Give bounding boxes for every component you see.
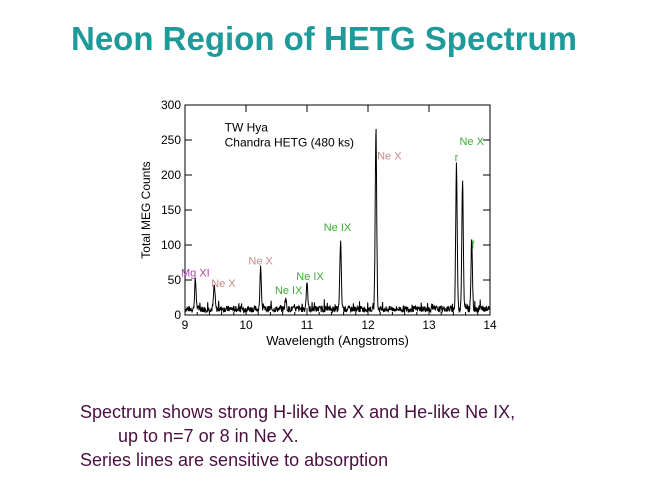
annotation-label-4: Ne IX	[275, 285, 303, 297]
annotation-label-1: Ne X	[211, 278, 236, 290]
spectrum-line	[184, 128, 491, 314]
y-tick-label: 150	[161, 203, 181, 217]
y-tick-label: 200	[161, 168, 181, 182]
chart-axes: 9 10 11 12 13 14 0 50 100 150 200 250 300	[161, 98, 497, 332]
x-tick-label: 11	[301, 318, 314, 332]
caption-line-3: Series lines are sensitive to absorption	[80, 450, 389, 470]
annotation-label-0: Mg XI	[181, 268, 210, 280]
x-tick-label: 13	[422, 318, 436, 332]
caption-line-2: up to n=7 or 8 in Ne X.	[118, 426, 299, 446]
inset-text: Chandra HETG (480 ks)	[225, 136, 354, 150]
annotation-label-9: f	[471, 240, 475, 252]
y-tick-label: 250	[161, 133, 181, 147]
inset-text: TW Hya	[225, 121, 269, 135]
slide-caption: Spectrum shows strong H-like Ne X and He…	[80, 400, 640, 472]
y-axis-label: Total MEG Counts	[139, 161, 153, 258]
x-tick-label: 10	[239, 318, 253, 332]
annotation-label-3: Ne IX	[296, 271, 324, 283]
x-tick-label: 9	[182, 318, 189, 332]
x-tick-label: 12	[361, 318, 375, 332]
annotation-label-2: Ne X	[248, 256, 273, 268]
annotation-label-5: Ne IX	[324, 222, 352, 234]
annotation-label-8: r	[455, 152, 459, 164]
y-tick-label: 0	[174, 308, 181, 322]
y-tick-label: 300	[161, 98, 181, 112]
y-tick-label: 50	[168, 273, 182, 287]
spectrum-chart: 9 10 11 12 13 14 0 50 100 150 200 250 300 TW HyaChan…	[139, 98, 497, 348]
annotation-label-6: Ne X	[377, 151, 402, 163]
annotation-label-7: Ne X	[459, 136, 484, 148]
y-tick-label: 100	[161, 238, 181, 252]
slide-title: Neon Region of HETG Spectrum	[70, 20, 578, 57]
caption-line-1: Spectrum shows strong H-like Ne X and He…	[80, 402, 516, 422]
x-tick-label: 14	[483, 318, 497, 332]
x-axis-label: Wavelength (Angstroms)	[266, 333, 409, 348]
